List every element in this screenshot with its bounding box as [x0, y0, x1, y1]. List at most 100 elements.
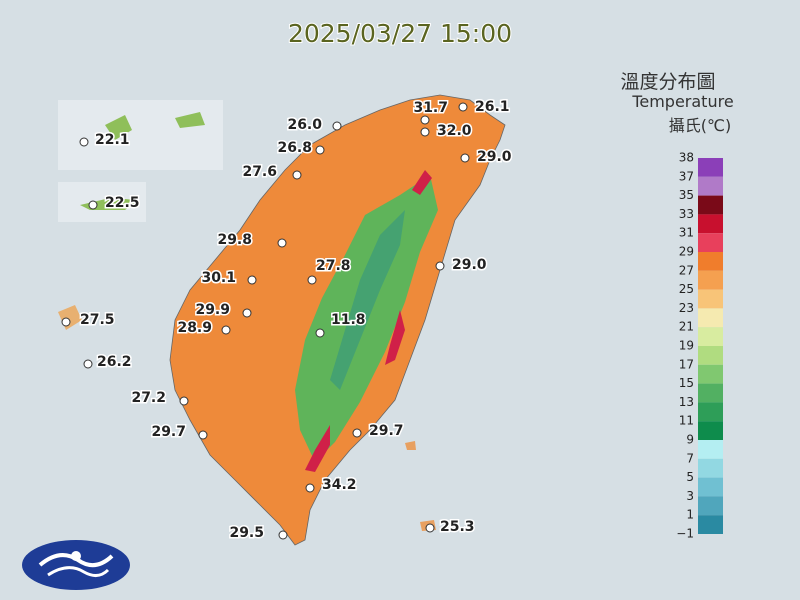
hot-zone [305, 425, 330, 472]
station-temperature: 22.1 [95, 132, 130, 148]
legend-swatch [698, 402, 723, 422]
legend-swatch [698, 421, 723, 440]
island [405, 441, 416, 450]
legend-tick-label: 35 [679, 188, 694, 202]
high-peaks [330, 210, 405, 390]
legend-swatch [698, 346, 723, 365]
station-temperature: 27.2 [131, 390, 166, 406]
station-temperature: 29.9 [195, 302, 230, 318]
station-dot [435, 261, 445, 271]
legend-swatch [698, 195, 723, 215]
legend-swatch [698, 176, 723, 196]
station-dot [420, 115, 430, 125]
station-dot [332, 121, 342, 131]
legend-subtitle: Temperature [631, 92, 733, 111]
station-dot [315, 328, 325, 338]
legend-tick-label: 15 [679, 376, 694, 390]
legend-tick-label: 25 [679, 282, 694, 296]
station-temperature: 26.0 [287, 117, 322, 133]
agency-logo [22, 540, 130, 590]
station-dot [425, 523, 435, 533]
station-temperature: 29.7 [151, 424, 186, 440]
legend-swatch [698, 477, 723, 497]
station-dot [460, 153, 470, 163]
station-dot [221, 325, 231, 335]
station-dot [458, 102, 468, 112]
station-temperature: 22.5 [105, 195, 140, 211]
station-dot [61, 317, 71, 327]
legend-tick-label: 1 [686, 508, 694, 522]
legend-tick-label: 13 [679, 395, 694, 409]
island [105, 115, 132, 140]
station-dot [88, 200, 98, 210]
legend-tick-label: 31 [679, 226, 694, 240]
station-temperature: 30.1 [201, 270, 236, 286]
station-dot [79, 137, 89, 147]
station-temperature: 26.8 [277, 140, 312, 156]
legend-tick-label: 21 [679, 320, 694, 334]
station-dot [83, 359, 93, 369]
station-dot [305, 483, 315, 493]
station-dot [242, 308, 252, 318]
island [175, 112, 205, 128]
station-dot [247, 275, 257, 285]
hot-zone [385, 310, 405, 365]
legend-tick-label: −1 [676, 527, 694, 541]
legend-tick-label: 5 [686, 470, 694, 484]
legend-tick-label: 17 [679, 357, 694, 371]
station-temperature: 25.3 [440, 519, 475, 535]
inset-matsu [58, 100, 223, 170]
legend-tick-label: 27 [679, 263, 694, 277]
station-dot [278, 530, 288, 540]
legend-swatch [698, 383, 723, 403]
legend-swatch [698, 214, 723, 234]
station-dot [307, 275, 317, 285]
station-dot [179, 396, 189, 406]
legend-tick-label: 11 [679, 414, 694, 428]
station-dot [277, 238, 287, 248]
legend-tick-label: 3 [686, 489, 694, 503]
legend-swatch [698, 233, 723, 252]
station-temperature: 28.9 [177, 320, 212, 336]
station-temperature: 31.7 [413, 100, 448, 116]
legend-swatch [698, 515, 723, 534]
station-temperature: 27.6 [242, 164, 277, 180]
legend-tick-label: 9 [686, 433, 694, 447]
station-dot [292, 170, 302, 180]
legend-title: 溫度分布圖 [620, 71, 715, 93]
legend-swatch [698, 252, 723, 271]
legend-swatch [698, 364, 723, 384]
legend-tick-label: 29 [679, 245, 694, 259]
station-temperature: 27.5 [80, 312, 115, 328]
legend-tick-label: 37 [679, 169, 694, 183]
station-dot [315, 145, 325, 155]
map-title: 2025/03/27 15:00 [288, 19, 512, 48]
legend-tick-label: 33 [679, 207, 694, 221]
legend-swatch [698, 270, 723, 290]
station-dot [420, 127, 430, 137]
legend-tick-label: 19 [679, 339, 694, 353]
station-temperature: 29.7 [369, 423, 404, 439]
legend-swatch [698, 308, 723, 328]
station-temperature: 32.0 [437, 123, 472, 139]
station-temperature: 27.8 [316, 258, 351, 274]
legend-swatch [698, 458, 723, 478]
legend-swatch [698, 496, 723, 516]
station-temperature: 29.0 [477, 149, 512, 165]
station-dot [198, 430, 208, 440]
legend-tick-label: 38 [679, 151, 694, 165]
legend-swatch [698, 327, 723, 346]
legend-swatch [698, 289, 723, 309]
legend-swatch [698, 440, 723, 459]
station-temperature: 29.8 [217, 232, 252, 248]
legend-swatch [698, 158, 723, 177]
station-dot [352, 428, 362, 438]
station-temperature: 11.8 [331, 312, 366, 328]
hot-zone [412, 170, 432, 195]
station-temperature: 29.0 [452, 257, 487, 273]
legend-unit: 攝氏(℃) [669, 116, 731, 135]
station-temperature: 26.2 [97, 354, 132, 370]
station-temperature: 26.1 [475, 99, 510, 115]
